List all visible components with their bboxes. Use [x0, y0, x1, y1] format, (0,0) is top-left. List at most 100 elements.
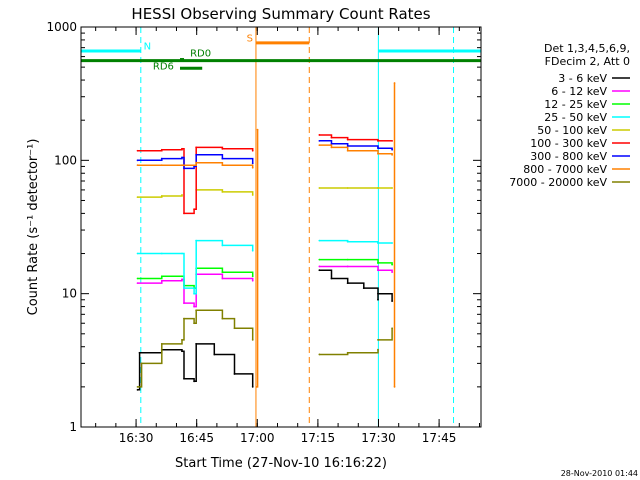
series-0-point-0-0	[136, 388, 139, 391]
series-2-point-2-1	[391, 263, 394, 266]
series-8-point-1-2	[377, 348, 379, 351]
series-1-point-2-1	[391, 271, 394, 274]
series-1-segment-2	[378, 269, 393, 273]
y-tick-label-2: 100	[54, 153, 77, 167]
series-5-segment-0	[137, 146, 254, 215]
series-5-point-1-0	[318, 134, 321, 136]
legend-label-3: 25 - 50 keV	[544, 111, 607, 124]
series-3-point-2-0	[377, 242, 379, 244]
series-6-segment-2	[378, 147, 393, 150]
series-5-point-2-0	[377, 139, 379, 142]
series-5-point-0-5	[195, 146, 198, 149]
series-1-segment-1	[319, 265, 379, 271]
series-7-point-0-2	[181, 164, 183, 167]
series-1-point-1-1	[346, 265, 349, 268]
series-2-point-1-0	[318, 258, 321, 261]
x-tick-label-2: 17:00	[240, 431, 275, 445]
series-7-point-3-1	[391, 153, 394, 156]
series-4-segment-1	[196, 189, 254, 195]
series-3-point-0-3	[183, 287, 185, 290]
series-8-segment-0	[137, 309, 254, 388]
series-6-point-0-0	[136, 159, 139, 162]
series-7-point-0-1	[160, 164, 163, 167]
series-5-point-0-0	[136, 149, 139, 152]
series-8-point-0-5	[193, 322, 196, 325]
series-2-point-0-7	[251, 275, 254, 278]
series-4-point-1-1	[221, 190, 224, 193]
series-7-point-0-5	[251, 166, 254, 169]
series-5-point-0-3	[183, 212, 185, 215]
series-5-point-1-1	[330, 136, 333, 139]
series-1-point-1-0	[318, 265, 321, 268]
y-tick-label-0: 1	[69, 420, 77, 434]
series-3-point-1-1	[346, 240, 349, 243]
series-7-point-1-0	[255, 385, 258, 388]
series-2-point-0-0	[136, 277, 139, 280]
series-7-point-1-1	[256, 128, 259, 131]
series-0-point-2-1	[391, 300, 394, 302]
series-8-point-1-1	[346, 351, 349, 354]
series-1-point-0-0	[136, 282, 139, 285]
series-4-point-0-1	[160, 195, 163, 197]
series-7-point-0-0	[136, 164, 139, 167]
flag-label-n: N	[144, 41, 151, 52]
series-0-point-0-6	[195, 343, 198, 345]
legend-label-1: 6 - 12 keV	[551, 85, 607, 98]
series-7-point-4-1	[393, 82, 396, 84]
series-0-point-1-0	[318, 269, 321, 272]
series-3-segment-0	[137, 239, 254, 295]
series-0-segment-0	[137, 343, 254, 391]
x-axis-label: Start Time (27-Nov-10 16:16:22)	[175, 456, 387, 471]
flag-label-rd0: RD0	[190, 49, 211, 60]
series-5-point-0-4	[193, 208, 196, 211]
flag-label-s: S	[247, 33, 253, 44]
series-3-point-0-1	[160, 252, 163, 255]
series-5-point-1-2	[346, 138, 349, 141]
legend-label-7: 800 - 7000 keV	[523, 163, 607, 176]
series-0-point-1-4	[377, 298, 379, 301]
series-1-point-0-6	[221, 277, 224, 280]
legend-label-6: 300 - 800 keV	[530, 150, 607, 163]
series-6-point-2-1	[391, 148, 394, 151]
series-0-point-0-8	[233, 373, 236, 375]
x-tick-label-5: 17:45	[422, 431, 457, 445]
series-8-segment-1	[319, 349, 379, 356]
legend-label-5: 100 - 300 keV	[530, 137, 607, 150]
series-6-point-1-0	[318, 139, 321, 142]
series-6-point-0-3	[183, 167, 185, 170]
legend-header-2: FDecim 2, Att 0	[545, 55, 630, 68]
legend-label-4: 50 - 100 keV	[537, 124, 607, 137]
x-tick-label-3: 17:15	[301, 431, 336, 445]
series-3-point-0-7	[251, 249, 254, 252]
series-2-point-2-0	[377, 262, 379, 264]
series-5-point-0-7	[251, 149, 254, 152]
legend-header-1: Det 1,3,4,5,6,9,	[544, 42, 630, 55]
series-2-point-0-1	[160, 275, 163, 278]
series-1-point-0-3	[183, 302, 185, 304]
series-4-point-2-0	[318, 187, 321, 189]
series-4-segment-0	[137, 195, 183, 198]
series-3-segment-1	[319, 239, 379, 243]
chart-title: HESSI Observing Summary Count Rates	[131, 5, 430, 23]
legend-label-8: 7000 - 20000 keV	[509, 176, 607, 189]
series-7-point-2-0	[318, 144, 321, 147]
series-1-point-0-4	[193, 305, 196, 308]
series-1-point-2-0	[377, 269, 379, 272]
y-tick-label-1: 10	[62, 287, 77, 301]
series-3-point-0-4	[193, 292, 196, 295]
series-8-segment-2	[378, 328, 393, 341]
series-7-segment-1	[256, 129, 259, 388]
series-5-point-0-1	[160, 148, 163, 151]
series-1-point-0-1	[160, 279, 163, 282]
series-7-point-2-1	[330, 146, 333, 149]
plot-frame	[80, 26, 482, 428]
series-0-point-0-9	[251, 385, 254, 388]
series-3-point-2-1	[391, 242, 394, 244]
series-0-point-0-1	[138, 351, 141, 354]
series-4-point-1-2	[251, 194, 254, 196]
series-6-point-0-6	[221, 157, 224, 160]
legend: Det 1,3,4,5,6,9, FDecim 2, Att 0 3 - 6 k…	[509, 42, 630, 189]
generation-timestamp: 28-Nov-2010 01:44	[561, 469, 638, 478]
